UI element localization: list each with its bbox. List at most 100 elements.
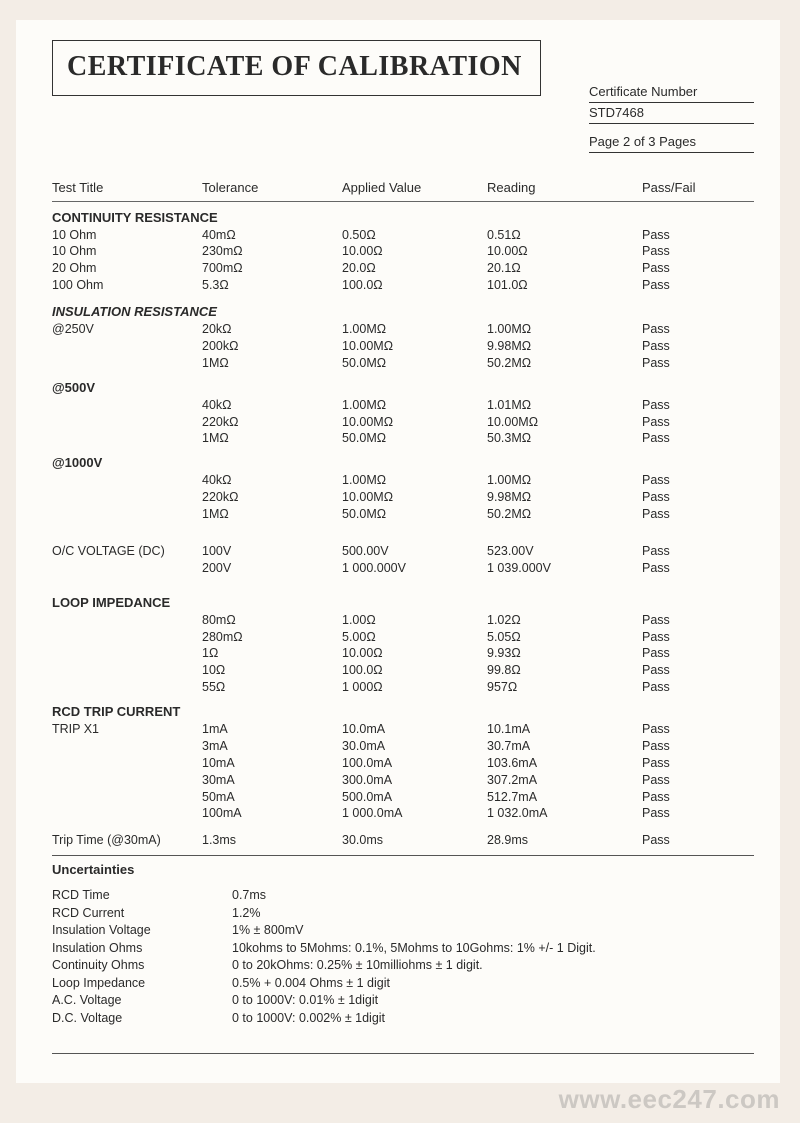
data-cell: @250V	[52, 321, 202, 338]
col-applied-value: Applied Value	[342, 179, 487, 197]
data-cell: 100mA	[202, 805, 342, 822]
data-cell: 3mA	[202, 738, 342, 755]
uncertainty-row: D.C. Voltage0 to 1000V: 0.002% ± 1digit	[52, 1010, 754, 1028]
data-cell: 1.00MΩ	[342, 397, 487, 414]
data-cell: Pass	[642, 472, 742, 489]
data-cell: 55Ω	[202, 679, 342, 696]
data-cell: 10 Ohm	[52, 227, 202, 244]
data-cell: 50.0MΩ	[342, 430, 487, 447]
data-row: O/C VOLTAGE (DC)100V500.00V523.00VPass	[52, 543, 754, 560]
data-row: 200kΩ10.00MΩ9.98MΩPass	[52, 338, 754, 355]
data-cell: 1 000Ω	[342, 679, 487, 696]
data-row: 30mA300.0mA307.2mAPass	[52, 772, 754, 789]
data-row: 10Ω100.0Ω99.8ΩPass	[52, 662, 754, 679]
data-row: 80mΩ1.00Ω1.02ΩPass	[52, 612, 754, 629]
data-cell: 523.00V	[487, 543, 642, 560]
data-cell	[52, 506, 202, 523]
data-cell: 1 000.0mA	[342, 805, 487, 822]
data-row: 10 Ohm40mΩ0.50Ω0.51ΩPass	[52, 227, 754, 244]
data-cell	[52, 472, 202, 489]
watermark: www.eec247.com	[559, 1084, 780, 1115]
data-cell: 300.0mA	[342, 772, 487, 789]
data-cell: 700mΩ	[202, 260, 342, 277]
data-cell: 5.05Ω	[487, 629, 642, 646]
data-cell: 10.1mA	[487, 721, 642, 738]
document-title: CERTIFICATE OF CALIBRATION	[67, 51, 522, 83]
data-cell: 5.3Ω	[202, 277, 342, 294]
data-cell: Pass	[642, 430, 742, 447]
test-groups: CONTINUITY RESISTANCE10 Ohm40mΩ0.50Ω0.51…	[52, 210, 754, 850]
data-cell	[52, 805, 202, 822]
data-cell: Pass	[642, 355, 742, 372]
col-test-title: Test Title	[52, 179, 202, 197]
data-row: 220kΩ10.00MΩ9.98MΩPass	[52, 489, 754, 506]
data-row: 55Ω1 000Ω957ΩPass	[52, 679, 754, 696]
data-cell: Pass	[642, 772, 742, 789]
uncertainty-label: Insulation Voltage	[52, 922, 232, 940]
data-cell: Pass	[642, 260, 742, 277]
data-cell: Pass	[642, 679, 742, 696]
uncertainty-row: Insulation Ohms10kohms to 5Mohms: 0.1%, …	[52, 940, 754, 958]
section-heading: LOOP IMPEDANCE	[52, 595, 754, 610]
data-cell: Pass	[642, 277, 742, 294]
data-cell: 30.0ms	[342, 832, 487, 849]
uncertainty-label: RCD Time	[52, 887, 232, 905]
data-cell: 10 Ohm	[52, 243, 202, 260]
data-cell	[52, 629, 202, 646]
data-cell	[52, 772, 202, 789]
data-cell: Pass	[642, 227, 742, 244]
data-cell: O/C VOLTAGE (DC)	[52, 543, 202, 560]
data-cell	[52, 430, 202, 447]
section-heading: @1000V	[52, 455, 754, 470]
data-cell: Pass	[642, 645, 742, 662]
data-cell: 100 Ohm	[52, 277, 202, 294]
data-row: 100 Ohm5.3Ω100.0Ω101.0ΩPass	[52, 277, 754, 294]
data-cell: Pass	[642, 543, 742, 560]
data-cell: 10.00Ω	[487, 243, 642, 260]
uncertainties-title: Uncertainties	[52, 862, 754, 877]
uncertainty-label: D.C. Voltage	[52, 1010, 232, 1028]
data-cell: 512.7mA	[487, 789, 642, 806]
data-row: 10mA100.0mA103.6mAPass	[52, 755, 754, 772]
data-cell: 280mΩ	[202, 629, 342, 646]
bottom-rule	[52, 1053, 754, 1054]
data-row: 100mA1 000.0mA1 032.0mAPass	[52, 805, 754, 822]
col-reading: Reading	[487, 179, 642, 197]
uncertainty-label: RCD Current	[52, 905, 232, 923]
data-cell	[52, 679, 202, 696]
header-row: CERTIFICATE OF CALIBRATION Certificate N…	[52, 40, 754, 153]
data-cell: 1 039.000V	[487, 560, 642, 577]
col-pass-fail: Pass/Fail	[642, 179, 742, 197]
data-cell	[52, 338, 202, 355]
data-cell: 10.0mA	[342, 721, 487, 738]
data-cell: Pass	[642, 338, 742, 355]
data-cell: 9.98MΩ	[487, 338, 642, 355]
data-cell: 5.00Ω	[342, 629, 487, 646]
data-cell: 1.00MΩ	[487, 472, 642, 489]
data-cell: 9.93Ω	[487, 645, 642, 662]
data-cell: 50.2MΩ	[487, 355, 642, 372]
data-row: Trip Time (@30mA)1.3ms30.0ms28.9msPass	[52, 832, 754, 849]
data-cell: Pass	[642, 832, 742, 849]
uncertainty-row: Loop Impedance0.5% + 0.004 Ohms ± 1 digi…	[52, 975, 754, 993]
data-cell: Pass	[642, 738, 742, 755]
data-cell	[52, 789, 202, 806]
data-cell	[52, 738, 202, 755]
uncertainty-row: A.C. Voltage0 to 1000V: 0.01% ± 1digit	[52, 992, 754, 1010]
data-cell: 307.2mA	[487, 772, 642, 789]
data-cell: 10Ω	[202, 662, 342, 679]
data-cell: 100.0Ω	[342, 277, 487, 294]
data-cell: TRIP X1	[52, 721, 202, 738]
data-cell: 1.00MΩ	[342, 472, 487, 489]
data-cell: Pass	[642, 612, 742, 629]
page-indicator: Page 2 of 3 Pages	[589, 132, 754, 153]
data-row: 1MΩ50.0MΩ50.2MΩPass	[52, 355, 754, 372]
data-cell: 0.50Ω	[342, 227, 487, 244]
uncertainty-value: 0.7ms	[232, 887, 754, 905]
data-cell: 1MΩ	[202, 355, 342, 372]
data-cell: 1.3ms	[202, 832, 342, 849]
data-cell: 40mΩ	[202, 227, 342, 244]
data-cell: 1.02Ω	[487, 612, 642, 629]
data-cell: 10.00Ω	[342, 243, 487, 260]
data-cell: 9.98MΩ	[487, 489, 642, 506]
